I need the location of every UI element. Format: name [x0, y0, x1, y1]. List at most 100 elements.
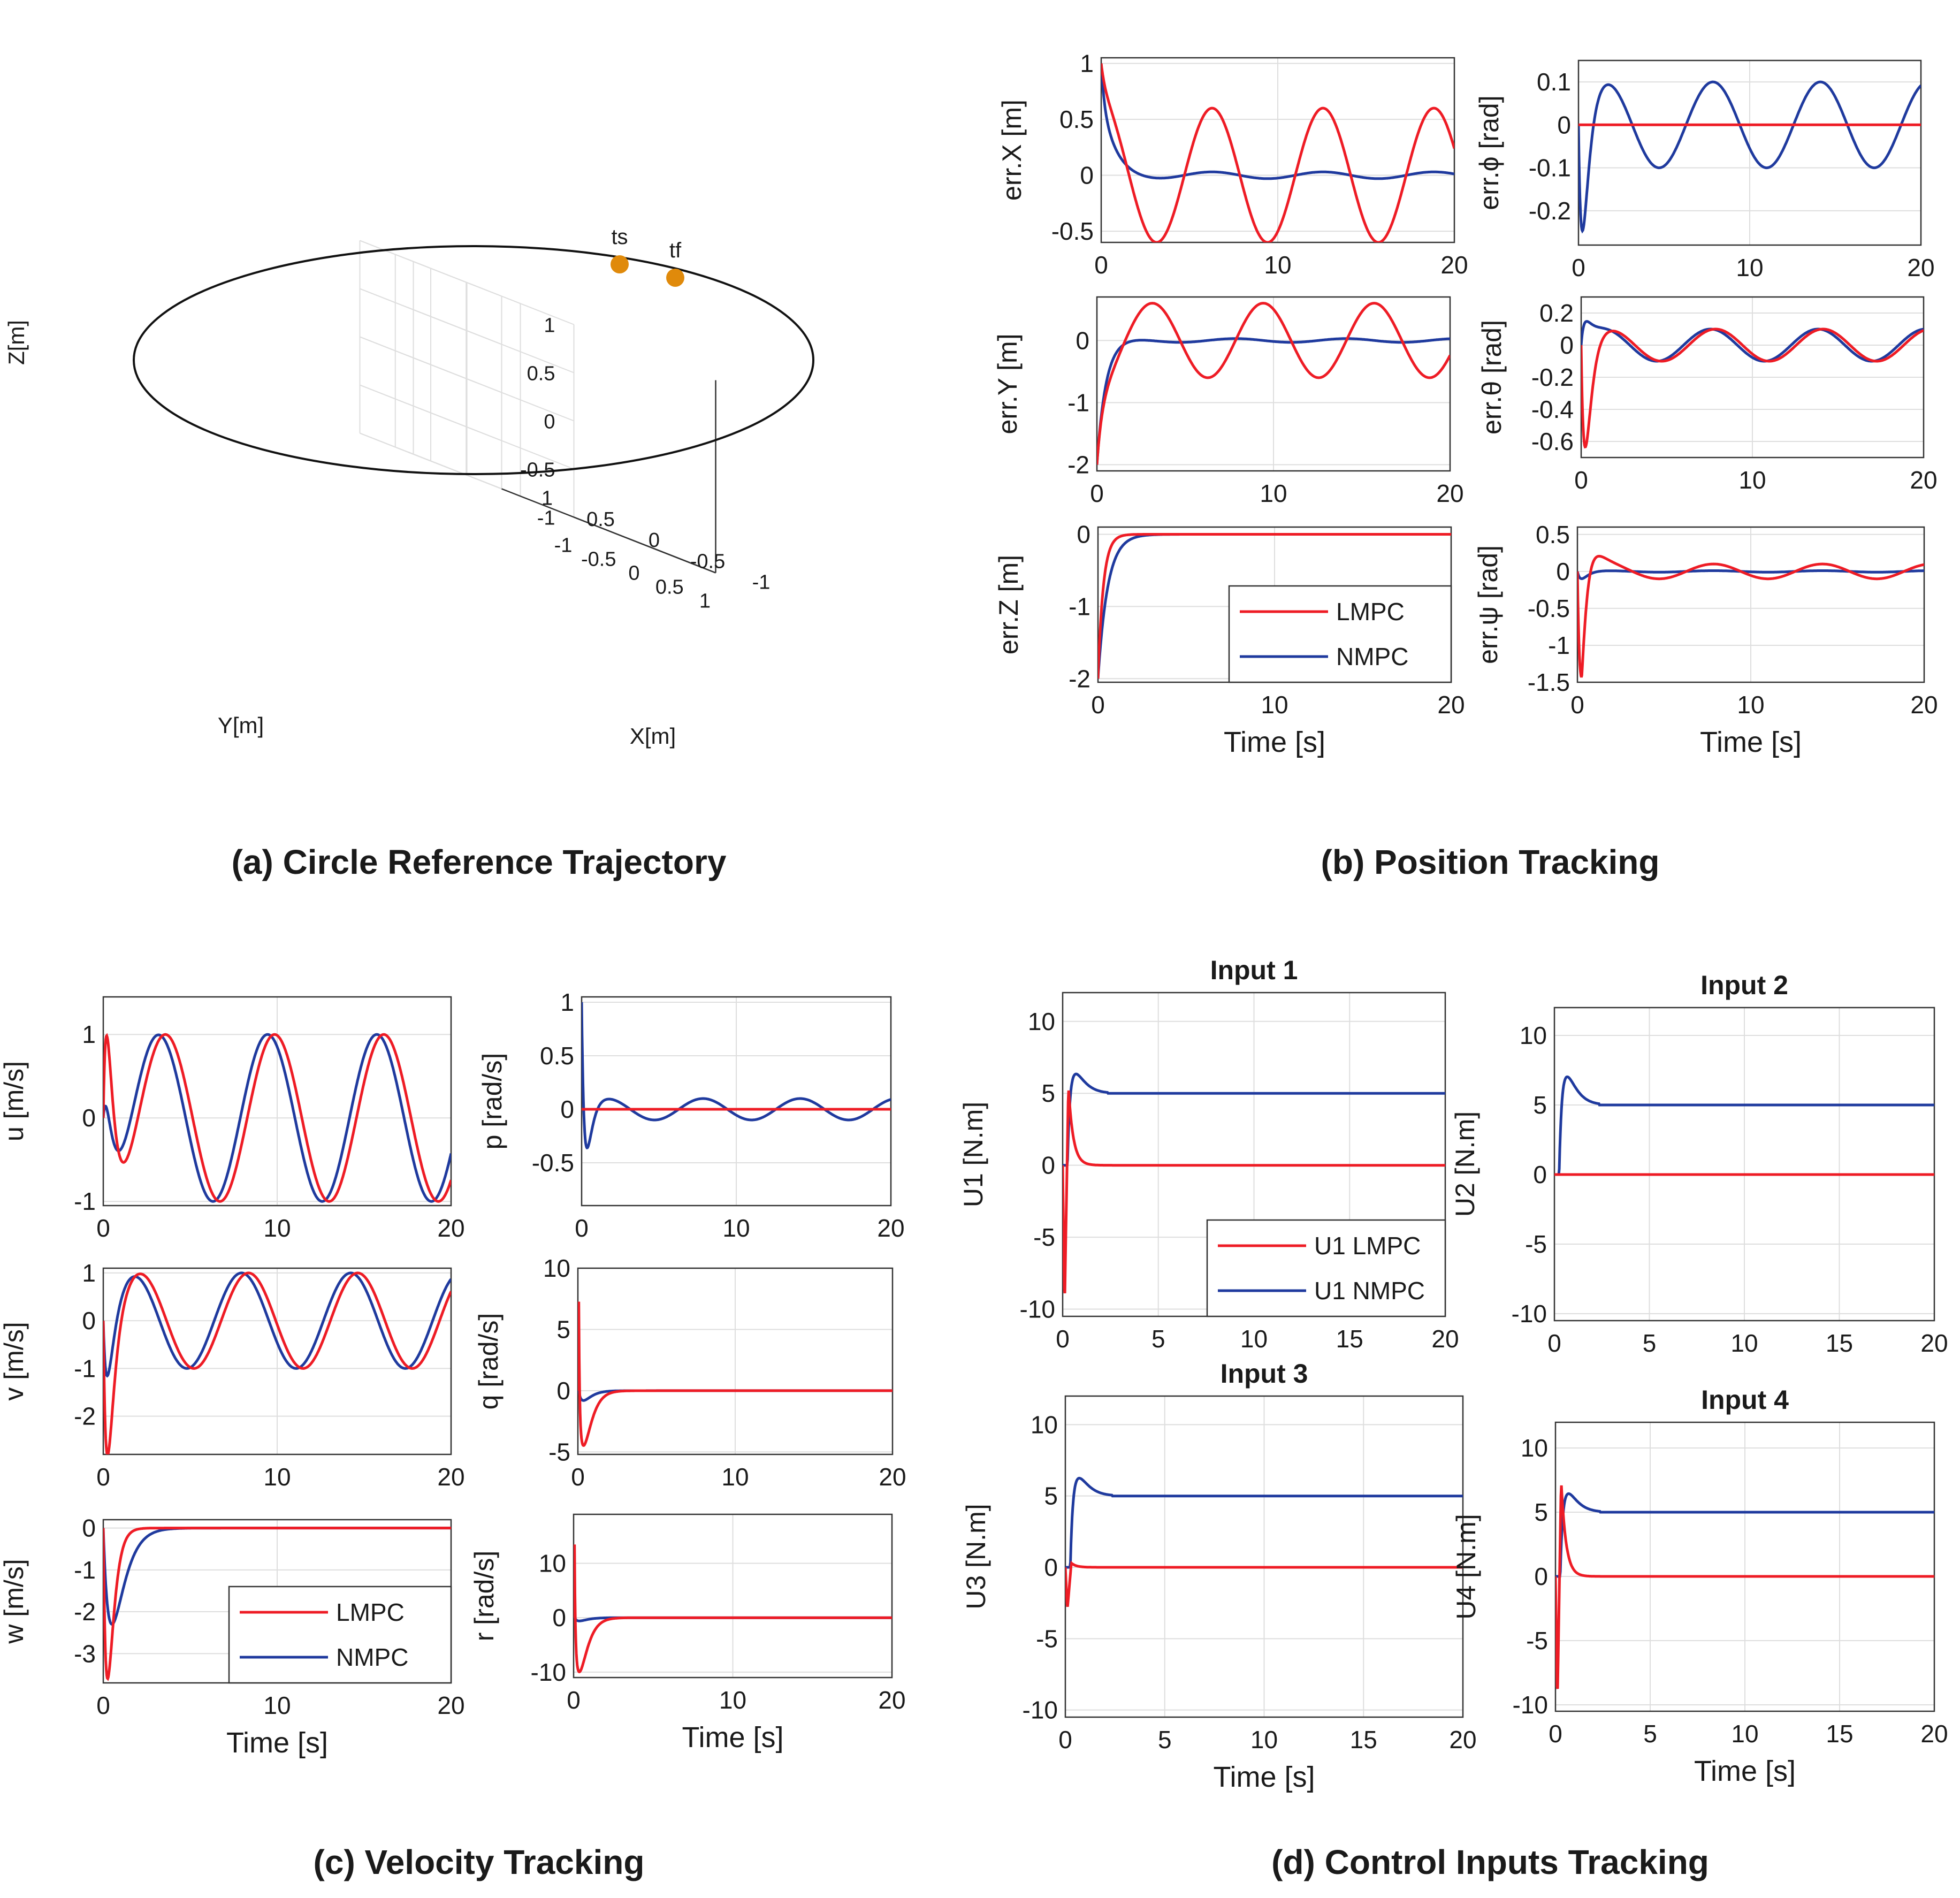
- series-line-nmpc: [582, 1002, 891, 1149]
- x-axis-label: Time [s]: [682, 1721, 783, 1754]
- y-tick-label: 0: [560, 1095, 574, 1123]
- x-tick-label: 20: [1437, 691, 1465, 719]
- y-axis-label: err.Y [m]: [993, 333, 1023, 434]
- x-tick-label: 0: [575, 1214, 589, 1242]
- y-axis-label: U1 [N.m]: [958, 1102, 988, 1207]
- ts-marker: [611, 255, 629, 273]
- z-axis-label: Z[m]: [4, 320, 29, 365]
- y-tick-label: -5: [548, 1438, 570, 1466]
- y-axis-label: err.θ [rad]: [1477, 320, 1507, 435]
- grid-line-floor: [360, 432, 502, 490]
- y-tick-label: 0: [1080, 162, 1094, 189]
- x-tick-label: 5: [1643, 1720, 1657, 1748]
- series-line-nmpc: [1554, 1075, 1934, 1176]
- y-tick-label: -0.2: [1529, 197, 1571, 225]
- y-tick-label: -0.5: [1051, 217, 1094, 245]
- y-axis-label: err.X [m]: [997, 100, 1027, 201]
- y-tick-label: 10: [1028, 1008, 1055, 1035]
- y-tick-label: -5: [1033, 1223, 1055, 1251]
- series-line-lmpc: [578, 1301, 893, 1447]
- y-tick-label: 0: [1044, 1553, 1058, 1581]
- y-tick-label: 0.5: [1536, 521, 1570, 548]
- x-tick-label: 10: [1730, 1329, 1758, 1357]
- y-axis-label: u [m/s]: [0, 1061, 29, 1141]
- plot-16: 0 5 10 15 20 -10 -5 0 5 10 U4 [N.m] Time [s] Input 4: [1451, 1385, 1948, 1787]
- y-tick-label: -10: [1023, 1696, 1058, 1724]
- x-tick-label: 0: [1547, 1329, 1561, 1357]
- y-tick-label: -1: [74, 1187, 96, 1215]
- plot-6: 0 10 20 -1.5 -1 -0.5 0 0.5 err.ψ [rad] Time [s]: [1473, 521, 1938, 758]
- y-axis-label: p [rad/s]: [477, 1053, 507, 1150]
- y-tick-label: 0: [1041, 1152, 1055, 1179]
- series-line-lmpc: [1577, 554, 1924, 678]
- x-tick-label: 0: [96, 1214, 110, 1242]
- x-tick-label: 20: [1920, 1720, 1948, 1748]
- x-tick-label: 10: [719, 1686, 746, 1714]
- y-tick-label: -1.5: [1528, 668, 1570, 696]
- series-line-lmpc: [1101, 63, 1454, 242]
- plot-frame: [1064, 1395, 1464, 1718]
- x-tick-label: 0: [1056, 1325, 1070, 1353]
- x-tick-label: 10: [1731, 1720, 1758, 1748]
- plot-title: Input 2: [1700, 970, 1788, 1000]
- y-tick-label: -1: [752, 571, 771, 594]
- x-tick-label: 1: [699, 590, 711, 613]
- y-axis-label: w [m/s]: [0, 1559, 29, 1644]
- y-tick-label: -5: [1525, 1230, 1547, 1258]
- x-tick-label: 0: [1058, 1726, 1072, 1754]
- caption-d: (d) Control Inputs Tracking: [1271, 1843, 1709, 1881]
- y-tick-label: 0: [1560, 331, 1574, 359]
- y-tick-label: 5: [1044, 1482, 1058, 1510]
- plot-15: 0 5 10 15 20 -10 -5 0 5 10 U3 [N.m] Time [s] Input 3: [961, 1359, 1477, 1793]
- y-tick-label: 0: [552, 1604, 566, 1632]
- y-tick-label: -10: [531, 1658, 566, 1686]
- tf-marker: [666, 269, 684, 287]
- x-tick-label: 10: [1250, 1726, 1278, 1754]
- y-axis-label: q [rad/s]: [474, 1313, 504, 1410]
- y-axis-label: Y[m]: [218, 713, 264, 738]
- y-tick-label: 5: [556, 1315, 570, 1343]
- x-tick-label: 0: [628, 562, 639, 585]
- y-tick-label: 10: [1520, 1022, 1547, 1049]
- y-tick-label: 10: [539, 1550, 566, 1577]
- legend-box: [228, 1586, 452, 1684]
- x-tick-label: 10: [1737, 691, 1764, 719]
- x-axis-label: Time [s]: [226, 1727, 328, 1759]
- y-tick-label: -0.5: [532, 1149, 574, 1177]
- x-tick-label: 20: [1907, 254, 1934, 281]
- x-tick-label: 15: [1336, 1325, 1363, 1353]
- y-tick-label: 0.2: [1539, 299, 1574, 327]
- x-axis-label: Time [s]: [1224, 726, 1325, 758]
- x-tick-label: 20: [437, 1691, 464, 1719]
- y-axis-label: v [m/s]: [0, 1322, 29, 1400]
- panel-a-3d-plot: -1-1-1-0.5 -0.5-0.50000.50.50.5111X[m]Y[m…: [4, 225, 814, 749]
- plot-13: 0 5 10 15 20 -10 -5 0 5 10 U1 [N.m] Input 1 U1 LMPC U…: [958, 955, 1459, 1353]
- y-tick-label: -1: [1067, 388, 1089, 416]
- x-axis-label: Time [s]: [1694, 1755, 1796, 1787]
- series-line-nmpc: [1555, 1492, 1934, 1578]
- x-tick-label: 15: [1350, 1726, 1377, 1754]
- legend-box: [1228, 585, 1452, 683]
- y-tick-label: -0.1: [1529, 154, 1571, 182]
- y-tick-label: -1: [1548, 631, 1570, 659]
- x-tick-label: 10: [1738, 466, 1766, 494]
- z-tick-label: 0: [544, 411, 555, 433]
- x-tick-label: 0: [96, 1463, 110, 1491]
- y-tick-label: 0: [556, 1377, 570, 1405]
- series-line-lmpc: [103, 1033, 451, 1203]
- y-tick-label: 0: [1533, 1161, 1547, 1188]
- series-line-lmpc: [103, 1527, 451, 1681]
- tf-label: tf: [669, 239, 682, 262]
- plot-9: 0 10 20 -2 -1 0 1 v [m/s]: [0, 1259, 465, 1491]
- x-tick-label: 10: [1261, 691, 1288, 719]
- x-tick-label: 0: [1574, 466, 1588, 494]
- y-tick-label: 0: [1534, 1562, 1548, 1590]
- y-tick-label: -5: [1036, 1625, 1058, 1652]
- y-tick-label: 1: [560, 988, 574, 1016]
- series-line-lmpc: [1555, 1485, 1934, 1689]
- x-tick-label: 0: [96, 1691, 110, 1719]
- x-tick-label: 20: [1440, 251, 1468, 279]
- x-tick-label: -0.5: [581, 548, 616, 571]
